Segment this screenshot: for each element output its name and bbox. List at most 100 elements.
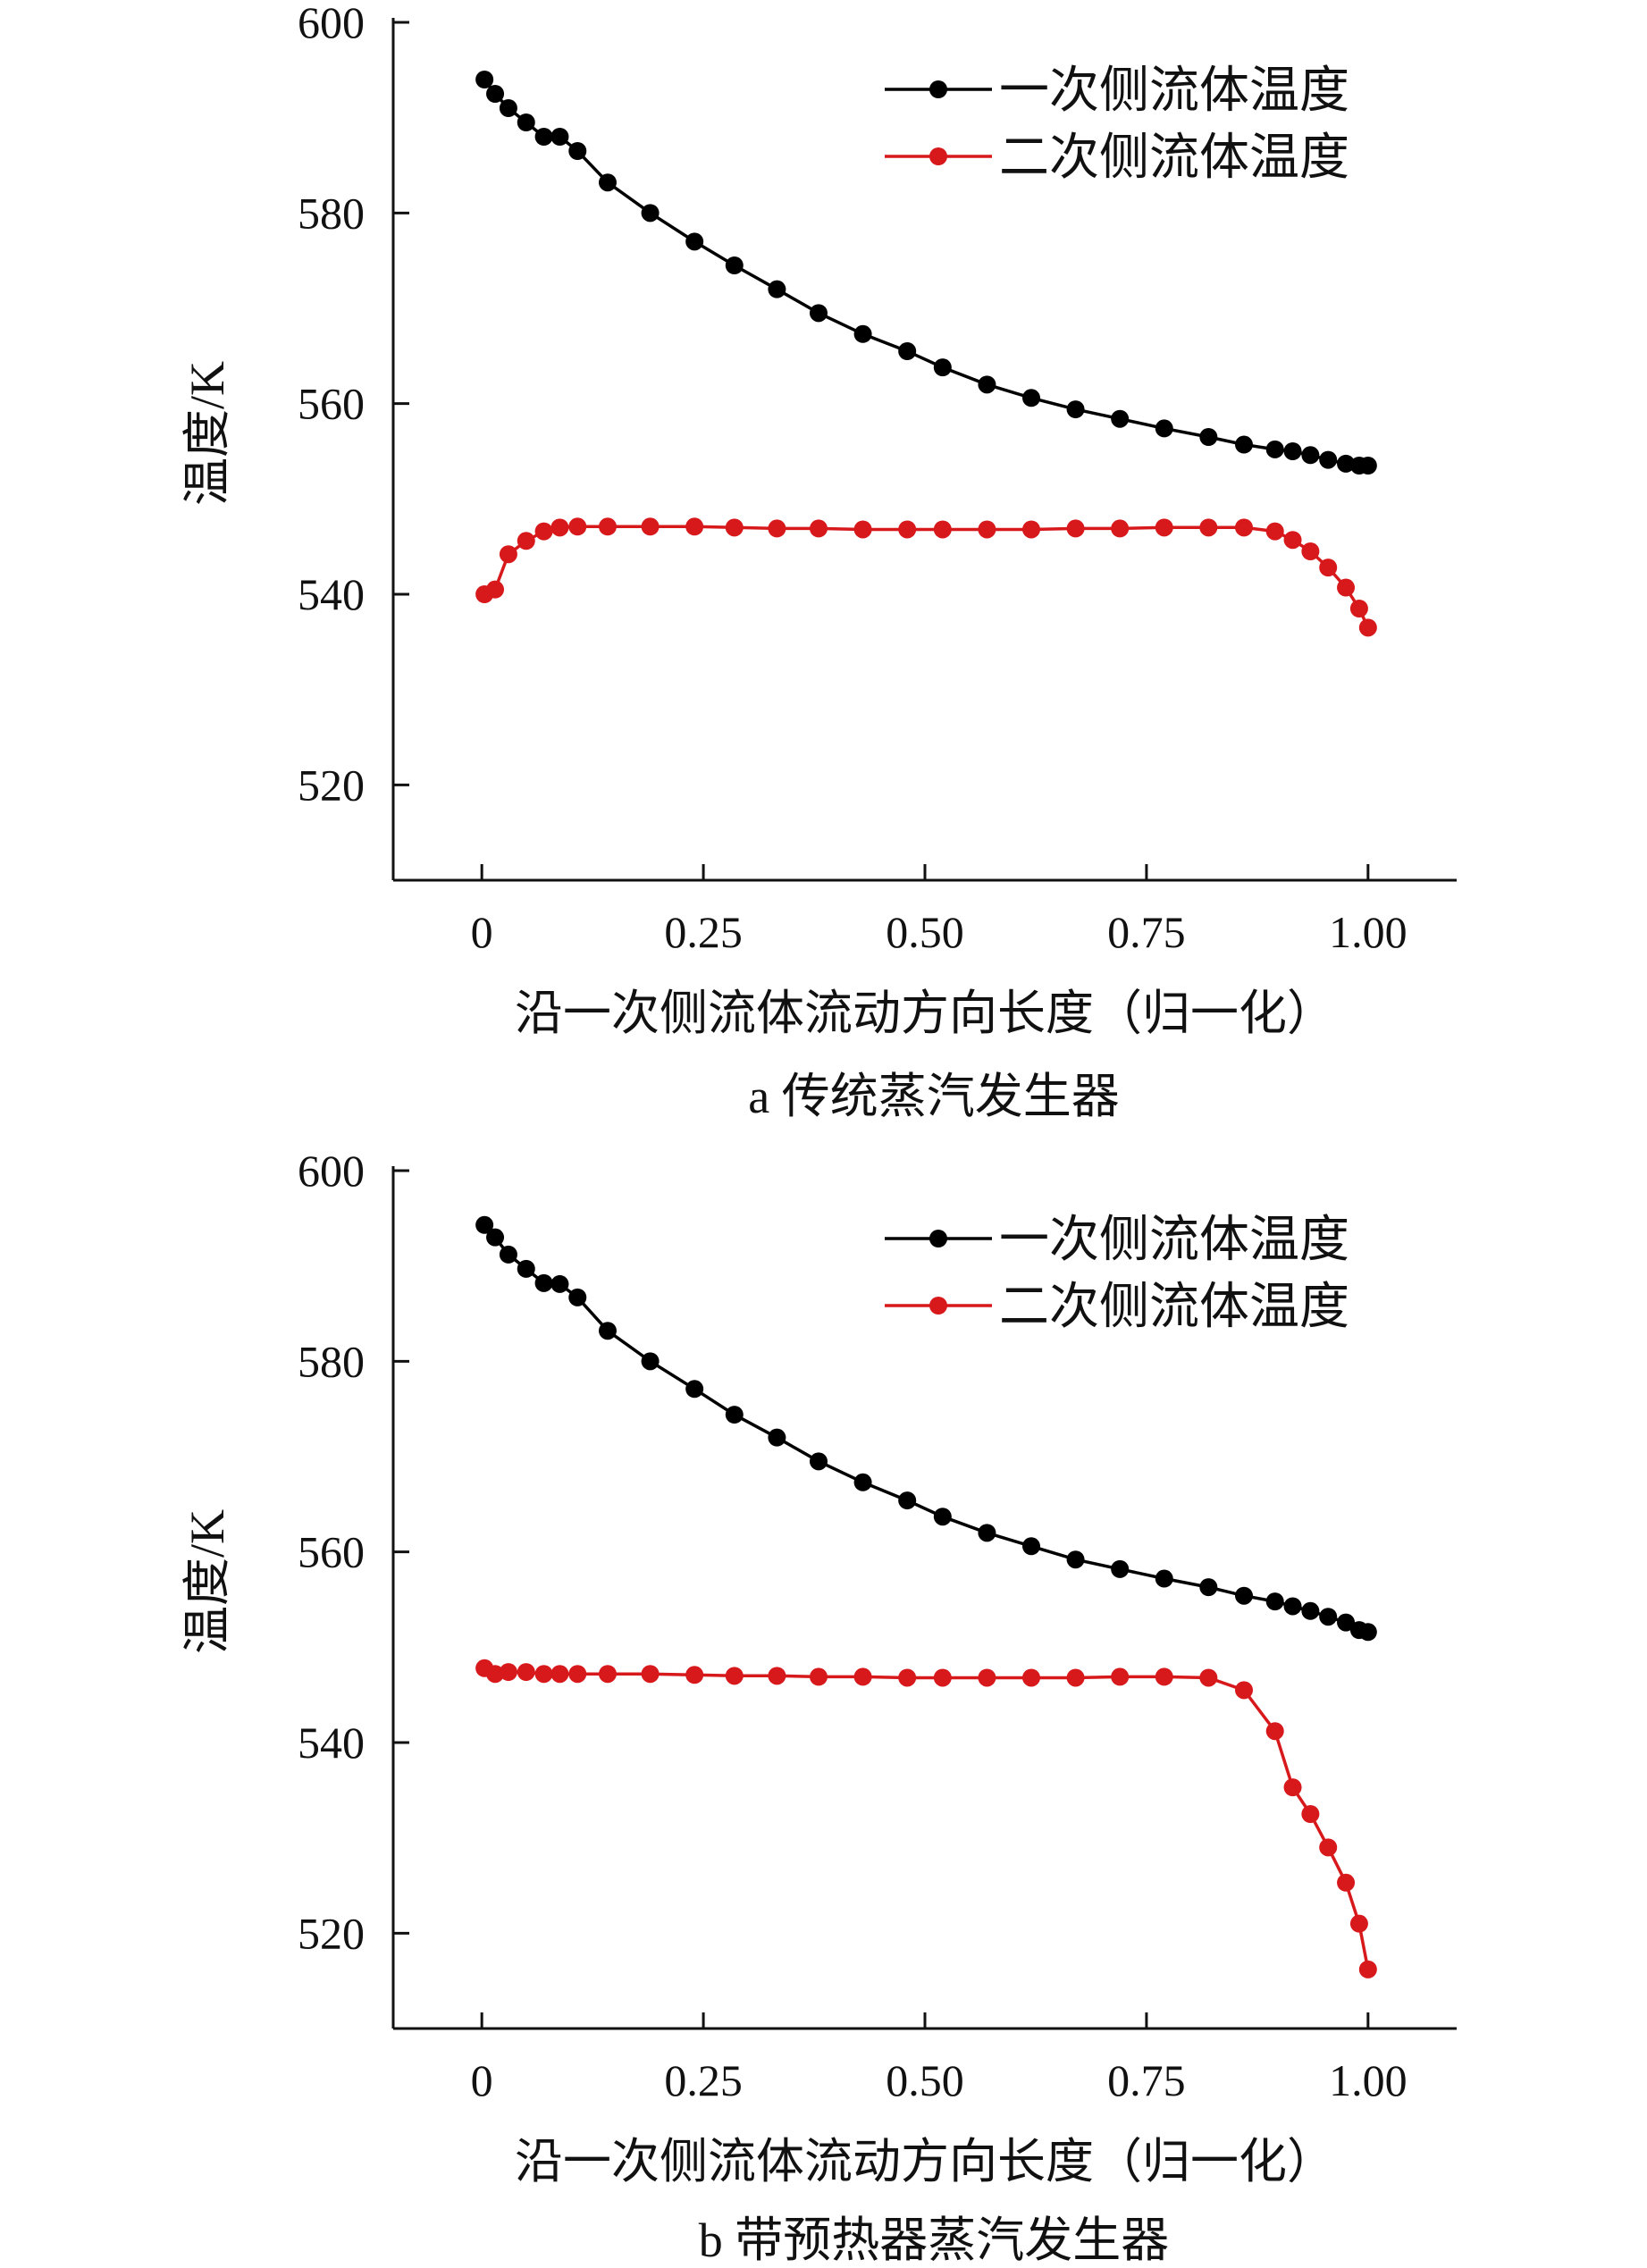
y-tick-label: 580 <box>298 1336 365 1386</box>
legend-entry: 一次侧流体温度 <box>885 63 1349 119</box>
data-point <box>475 71 494 88</box>
data-point <box>1111 519 1130 538</box>
data-point <box>1283 531 1302 550</box>
data-point <box>1155 518 1173 537</box>
legend-entry: 二次侧流体温度 <box>885 130 1349 186</box>
data-point <box>1301 1601 1320 1620</box>
data-point <box>853 324 872 343</box>
data-point <box>898 1668 917 1687</box>
x-tick-label: 1.00 <box>1329 2055 1408 2105</box>
legend-label: 一次侧流体温度 <box>999 63 1349 119</box>
data-point <box>1319 450 1338 469</box>
data-point <box>1235 1681 1253 1700</box>
series-primary <box>475 71 1377 475</box>
legend-marker <box>929 1297 947 1315</box>
data-point <box>1283 442 1302 460</box>
data-point <box>853 520 872 539</box>
data-point <box>1111 1559 1130 1578</box>
legend-label: 二次侧流体温度 <box>999 130 1349 186</box>
data-point <box>810 304 828 323</box>
data-point <box>598 1322 617 1340</box>
data-point <box>1066 1668 1085 1687</box>
data-point <box>725 518 744 537</box>
data-point <box>933 520 952 539</box>
data-point <box>685 1666 704 1684</box>
data-point <box>810 1452 828 1471</box>
data-point <box>641 204 660 223</box>
data-point <box>534 522 553 541</box>
data-point <box>933 358 952 377</box>
data-point <box>1319 559 1338 577</box>
data-point <box>853 1473 872 1491</box>
y-tick-label: 600 <box>298 0 365 47</box>
data-point <box>898 520 917 539</box>
data-point <box>499 1245 517 1264</box>
data-point <box>1235 518 1253 537</box>
data-point <box>550 1665 569 1684</box>
data-point <box>978 520 996 539</box>
y-tick-label: 520 <box>298 760 365 810</box>
data-point <box>486 1228 505 1247</box>
data-point <box>1358 1623 1377 1642</box>
y-tick-label: 540 <box>298 569 365 619</box>
data-point <box>1066 1550 1085 1569</box>
data-point <box>1358 457 1377 475</box>
data-point <box>1337 1873 1356 1892</box>
data-point <box>1358 1960 1377 1978</box>
data-point <box>685 517 704 536</box>
data-point <box>486 85 505 103</box>
data-point <box>641 1665 660 1684</box>
data-point <box>598 173 617 192</box>
data-point <box>685 232 704 251</box>
data-point <box>1283 1597 1302 1616</box>
data-point <box>1155 1667 1173 1686</box>
data-point <box>517 1663 535 1682</box>
data-point <box>499 1663 517 1682</box>
data-point <box>810 519 828 538</box>
data-point <box>499 545 517 564</box>
data-point <box>1265 522 1284 541</box>
data-point <box>1235 1586 1253 1605</box>
data-point <box>517 113 535 131</box>
data-point <box>550 128 569 146</box>
data-point <box>1155 1569 1173 1588</box>
x-tick-label: 0.75 <box>1107 2055 1186 2105</box>
data-point <box>1349 600 1368 617</box>
x-axis-label: 沿一次侧流体流动方向长度（归一化） <box>515 2135 1335 2188</box>
data-point <box>550 518 569 537</box>
x-tick-label: 0 <box>471 2055 493 2105</box>
x-axis-label: 沿一次侧流体流动方向长度（归一化） <box>515 987 1335 1040</box>
series-line <box>483 525 1370 629</box>
data-point <box>1199 1668 1218 1687</box>
data-point <box>568 1288 587 1306</box>
data-point <box>898 1491 917 1510</box>
data-point <box>1265 1592 1284 1611</box>
data-point <box>1235 435 1253 454</box>
data-point <box>1199 1578 1218 1597</box>
data-point <box>568 517 587 536</box>
data-point <box>1301 446 1320 465</box>
chart-panel-a: 520 540 560 580 600 0 0.25 0.50 0.75 1.00 沿一次侧流体流动… <box>181 0 1457 1123</box>
x-tick-label: 0.75 <box>1107 907 1186 957</box>
legend-label: 二次侧流体温度 <box>999 1280 1349 1335</box>
data-point <box>499 99 517 117</box>
y-tick-label: 560 <box>298 379 365 429</box>
data-point <box>1066 400 1085 419</box>
data-point <box>534 1273 553 1292</box>
data-point <box>1349 1914 1368 1933</box>
y-tick-label: 520 <box>298 1908 365 1958</box>
data-point <box>534 128 553 146</box>
y-axis-label: 温度/K <box>181 1509 234 1654</box>
data-point <box>898 342 917 360</box>
data-point <box>978 1524 996 1542</box>
data-point <box>1066 519 1085 538</box>
panel-caption: b 带预热器蒸汽发生器 <box>699 2213 1170 2267</box>
data-point <box>768 280 786 298</box>
data-point <box>1337 1613 1356 1632</box>
x-tick-label: 0.50 <box>886 907 964 957</box>
data-point <box>1111 409 1130 428</box>
data-point <box>768 1667 786 1685</box>
data-point <box>978 375 996 394</box>
